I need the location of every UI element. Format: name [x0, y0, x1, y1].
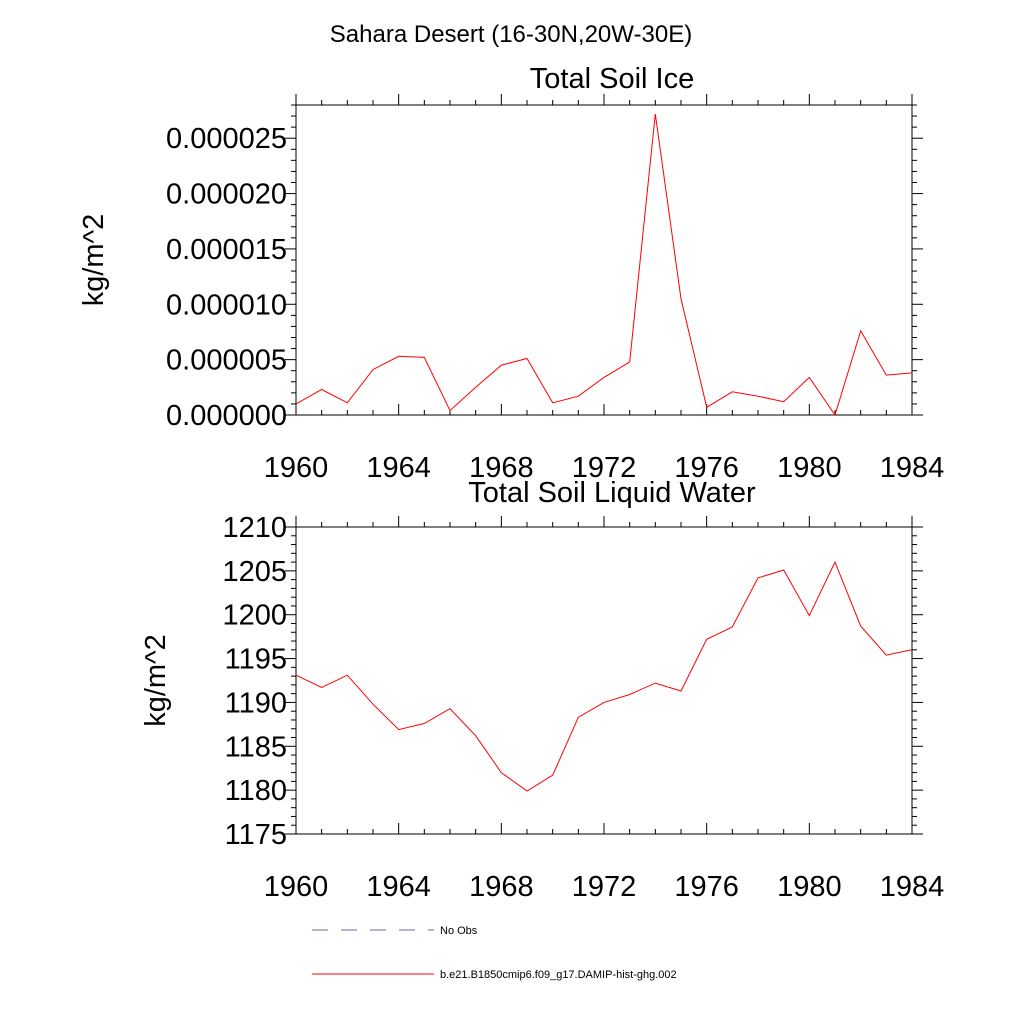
x-tick-label: 1976	[674, 871, 739, 903]
y-tick-label: 1200	[222, 600, 287, 632]
y-axis-label: kg/m^2	[140, 634, 172, 727]
x-tick-label: 1968	[469, 871, 534, 903]
y-tick-label: 1185	[225, 731, 287, 763]
y-tick-label: 0.000020	[166, 179, 287, 211]
legend-label-model: b.e21.B1850cmip6.f09_g17.DAMIP-hist-ghg.…	[440, 969, 677, 981]
panel-total-soil-liquid-water: Total Soil Liquid Water kg/m^2 1960 1964 196…	[140, 477, 944, 903]
legend-label-no-obs: No Obs	[440, 925, 478, 937]
x-tick-label: 1972	[572, 871, 637, 903]
series-line	[295, 560, 913, 792]
x-tick-label: 1984	[880, 452, 945, 484]
y-tick-label: 1175	[225, 819, 287, 851]
panel-title: Total Soil Liquid Water	[468, 477, 756, 509]
y-tick-label: 1190	[225, 687, 287, 719]
y-tick-label: 1195	[225, 644, 287, 676]
plot-frame	[295, 526, 913, 835]
x-tick-label: 1972	[572, 452, 637, 484]
y-tick-label: 1205	[222, 556, 287, 588]
x-tick-label: 1960	[264, 452, 329, 484]
y-axis-label: kg/m^2	[78, 214, 110, 307]
x-tick-label: 1964	[366, 452, 431, 484]
x-tick-label: 1980	[777, 452, 842, 484]
panel-title: Total Soil Ice	[530, 63, 694, 95]
x-tick-label: 1984	[880, 871, 945, 903]
x-tick-label: 1964	[366, 871, 431, 903]
x-tick-label: 1968	[469, 452, 534, 484]
y-tick-label: 0.000000	[166, 400, 287, 432]
y-tick-label: 0.000010	[166, 289, 287, 321]
plot-frame	[295, 104, 913, 416]
series-line	[295, 113, 913, 417]
x-tick-label: 1976	[674, 452, 739, 484]
x-tick-label: 1960	[264, 871, 329, 903]
panel-total-soil-ice: Total Soil Ice kg/m^2 1960 1964 1968 1972 1976…	[78, 63, 944, 484]
legend: No Obs b.e21.B1850cmip6.f09_g17.DAMIP-hi…	[312, 925, 677, 981]
y-tick-label: 0.000025	[166, 123, 287, 155]
y-tick-label: 0.000015	[166, 234, 287, 266]
x-tick-label: 1980	[777, 871, 842, 903]
y-tick-label: 1210	[222, 512, 287, 544]
y-tick-label: 0.000005	[166, 345, 287, 377]
figure-title: Sahara Desert (16-30N,20W-30E)	[330, 21, 692, 48]
y-tick-label: 1180	[225, 775, 287, 807]
